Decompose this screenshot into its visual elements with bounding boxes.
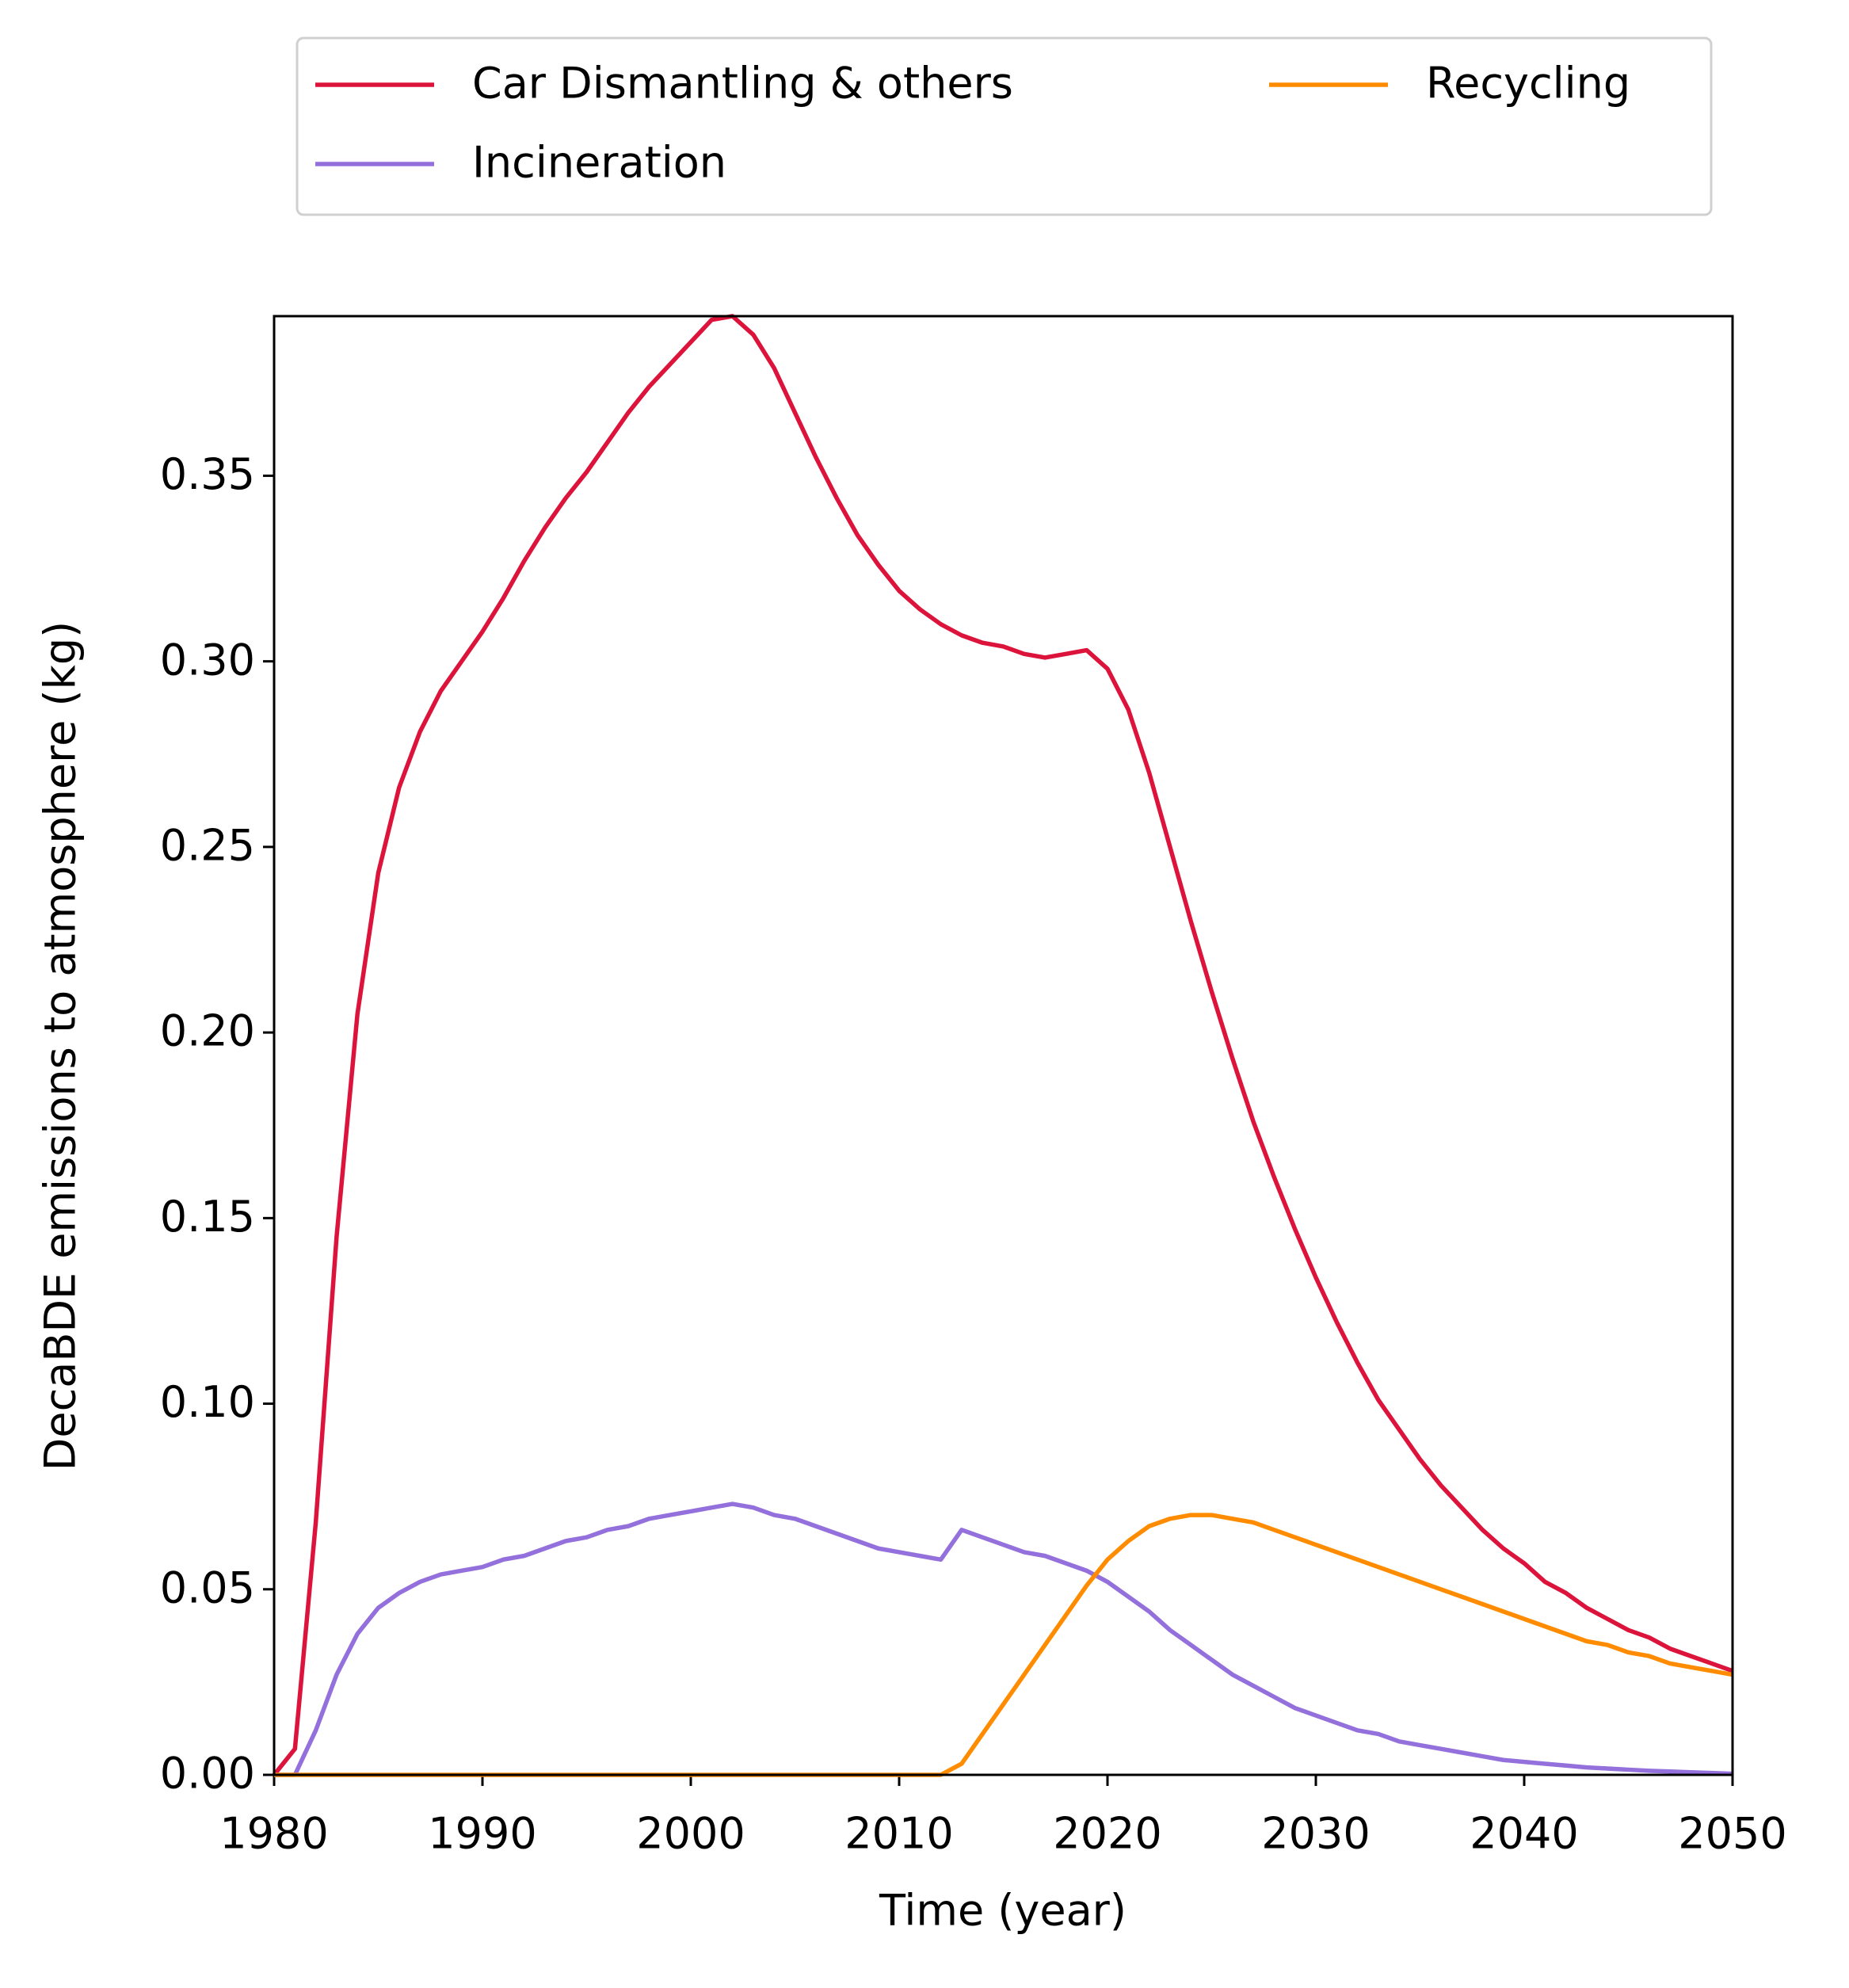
x-tick-label: 2040 — [1470, 1809, 1578, 1859]
y-tick-label: 0.05 — [160, 1563, 255, 1612]
legend-box — [295, 36, 1713, 216]
series-line — [274, 1501, 1733, 1777]
series-line — [272, 314, 1733, 1776]
legend-label: Car Dismantling & others — [472, 59, 1013, 109]
legend-label: Incineration — [472, 138, 726, 188]
x-axis-label: Time (year) — [879, 1886, 1127, 1936]
x-tick-label: 2010 — [844, 1809, 953, 1859]
x-tick-label: 2000 — [636, 1809, 745, 1859]
x-tick-label: 2030 — [1261, 1809, 1370, 1859]
legend-label: Recycling — [1426, 59, 1630, 109]
x-tick-label: 2020 — [1053, 1809, 1161, 1859]
y-tick-label: 0.15 — [160, 1192, 255, 1242]
x-tick-label: 2050 — [1678, 1809, 1786, 1859]
y-tick-label: 0.00 — [160, 1749, 255, 1799]
y-axis-label: DecaBDE emissions to atmosphere (kg) — [36, 621, 86, 1471]
y-tick-label: 0.35 — [160, 449, 255, 499]
y-tick-label: 0.25 — [160, 821, 255, 871]
y-tick-label: 0.30 — [160, 635, 255, 685]
x-tick-label: 1980 — [219, 1809, 328, 1859]
y-tick-label: 0.20 — [160, 1006, 255, 1056]
plot-frame — [273, 315, 1734, 1776]
x-tick-label: 1990 — [428, 1809, 536, 1859]
y-tick-label: 0.10 — [160, 1377, 255, 1427]
